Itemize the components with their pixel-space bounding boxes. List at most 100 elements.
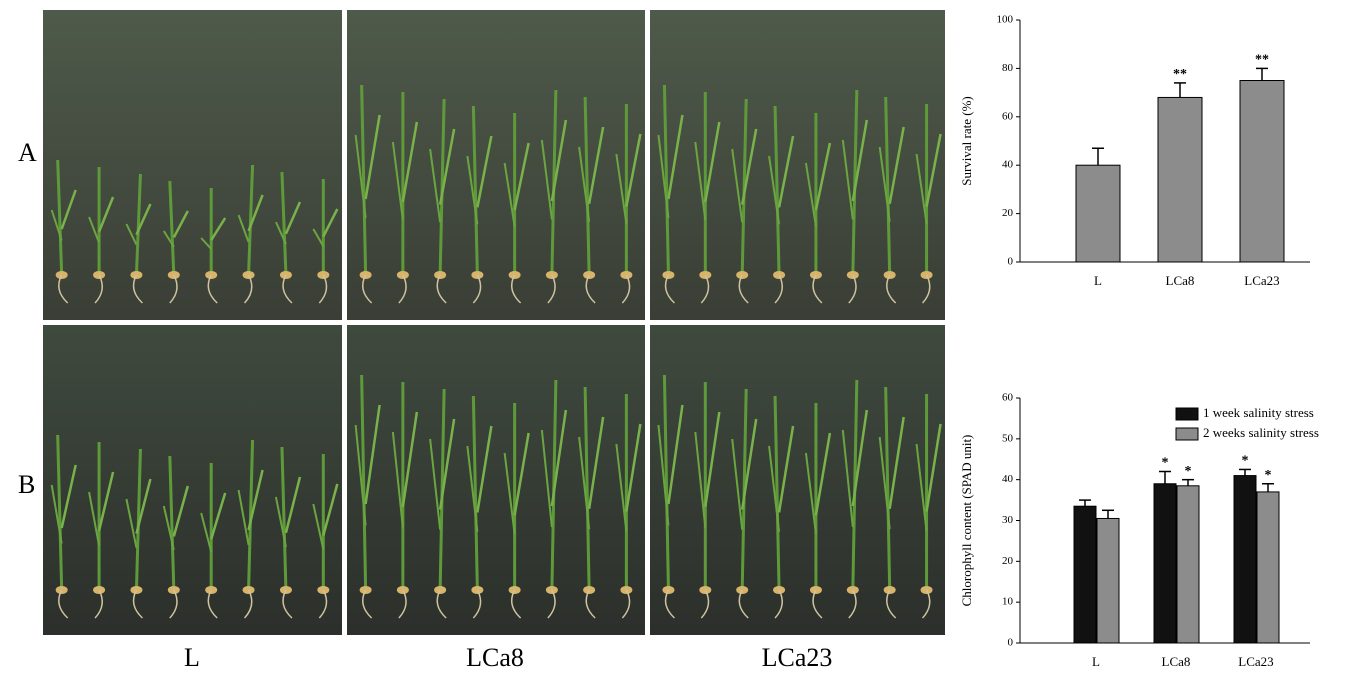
seedling-root [738, 589, 749, 619]
seedling-leaf [438, 128, 456, 205]
bar [1157, 96, 1203, 263]
y-tick-label: 20 [1002, 207, 1014, 219]
seedling-stem [280, 171, 288, 276]
seedling-leaf [578, 146, 591, 222]
photo [650, 325, 945, 635]
seedling-leaf [578, 436, 591, 530]
seedling-leaf [322, 483, 339, 536]
seedling-leaf [777, 425, 795, 513]
x-tick-label: LCa8 [1162, 654, 1191, 669]
bar [1075, 164, 1121, 263]
seedling-leaf [322, 208, 339, 238]
column-label: L [184, 643, 200, 672]
seedling-root [207, 589, 218, 619]
significance-mark: ** [1255, 53, 1269, 68]
y-tick-label: 80 [1002, 62, 1014, 74]
seedling-stem [247, 164, 255, 276]
seedling-root [318, 274, 328, 304]
seedling-leaf [210, 217, 227, 241]
column-label: LCa23 [762, 643, 833, 672]
row-label: A [18, 138, 37, 167]
y-tick-label: 50 [1002, 432, 1014, 444]
seedling-leaf [391, 431, 404, 528]
seedling-leaf [209, 492, 227, 540]
seedling-root [812, 274, 823, 304]
seedling-leaf [694, 431, 707, 528]
row-label: B [18, 470, 35, 499]
seedling-root [621, 589, 631, 619]
photo [43, 10, 342, 320]
seedling-leaf [401, 411, 419, 507]
seedling-root [886, 274, 897, 304]
seedling-leaf [172, 210, 189, 238]
seedling-leaf [135, 478, 152, 534]
y-axis-label: Survival rate (%) [959, 96, 974, 186]
seedling-root [848, 589, 857, 619]
seedling-leaf [503, 452, 516, 535]
seedling-stem [134, 173, 142, 276]
seedling-leaf [740, 418, 758, 510]
bar [1256, 491, 1280, 644]
seedling-root [169, 274, 178, 304]
seedling-root [700, 274, 710, 304]
seedling-leaf [768, 155, 781, 225]
seedling-leaf [925, 133, 942, 207]
seedling-leaf [162, 505, 175, 551]
seedling-root [436, 274, 447, 304]
seedling-leaf [513, 142, 530, 211]
y-tick-label: 40 [1002, 473, 1014, 485]
seedling-root [361, 589, 373, 619]
seedling-root [244, 274, 253, 304]
seedling-root [244, 589, 253, 619]
seedling-leaf [888, 416, 905, 509]
seedling-leaf [540, 429, 553, 528]
photo [347, 10, 645, 320]
photo-panels [43, 10, 945, 635]
seedling-leaf [274, 496, 287, 548]
y-tick-label: 60 [1002, 110, 1014, 122]
seedling-root [922, 274, 931, 304]
seedling-leaf [429, 148, 442, 223]
seedling-root [621, 274, 631, 304]
y-tick-label: 10 [1002, 596, 1014, 608]
seedling-stem [884, 96, 892, 276]
seedling-stem [583, 96, 591, 276]
seedling-leaf [237, 489, 250, 546]
seedling-leaf [438, 418, 456, 510]
seedling-leaf [466, 445, 479, 532]
seedling-leaf [97, 196, 115, 233]
seedling-leaf [284, 476, 302, 534]
seedling-leaf [625, 133, 642, 207]
bar [1153, 483, 1177, 644]
seedling-leaf [88, 216, 100, 243]
y-tick-label: 0 [1008, 256, 1014, 268]
y-tick-label: 100 [997, 14, 1014, 26]
seedling-root [774, 274, 783, 304]
seedling-leaf [667, 114, 684, 200]
seedling-leaf [284, 201, 302, 235]
seedling-leaf [275, 221, 287, 245]
seedling-leaf [667, 404, 684, 505]
seedling-stem [471, 395, 479, 591]
seedling-leaf [466, 155, 479, 225]
seedling-leaf [88, 491, 101, 546]
seedling-leaf [814, 432, 832, 516]
y-tick-label: 60 [1002, 392, 1014, 404]
seedling-root [361, 274, 373, 304]
seedling-root [547, 274, 556, 304]
seedling-leaf [476, 425, 493, 513]
seedling-leaf [657, 134, 670, 219]
seedling-root [436, 589, 447, 619]
seedling-leaf [97, 471, 115, 532]
seedling-leaf [841, 429, 854, 528]
seedling-leaf [915, 153, 928, 224]
seedling-leaf [125, 223, 138, 246]
seedling-leaf [247, 194, 264, 232]
seedling-leaf [513, 432, 530, 516]
column-label: LCa8 [466, 643, 524, 672]
seedling-root [132, 589, 143, 619]
seedling-stem [56, 159, 64, 276]
seedling-leaf [731, 148, 744, 223]
seedling-leaf [503, 162, 516, 227]
